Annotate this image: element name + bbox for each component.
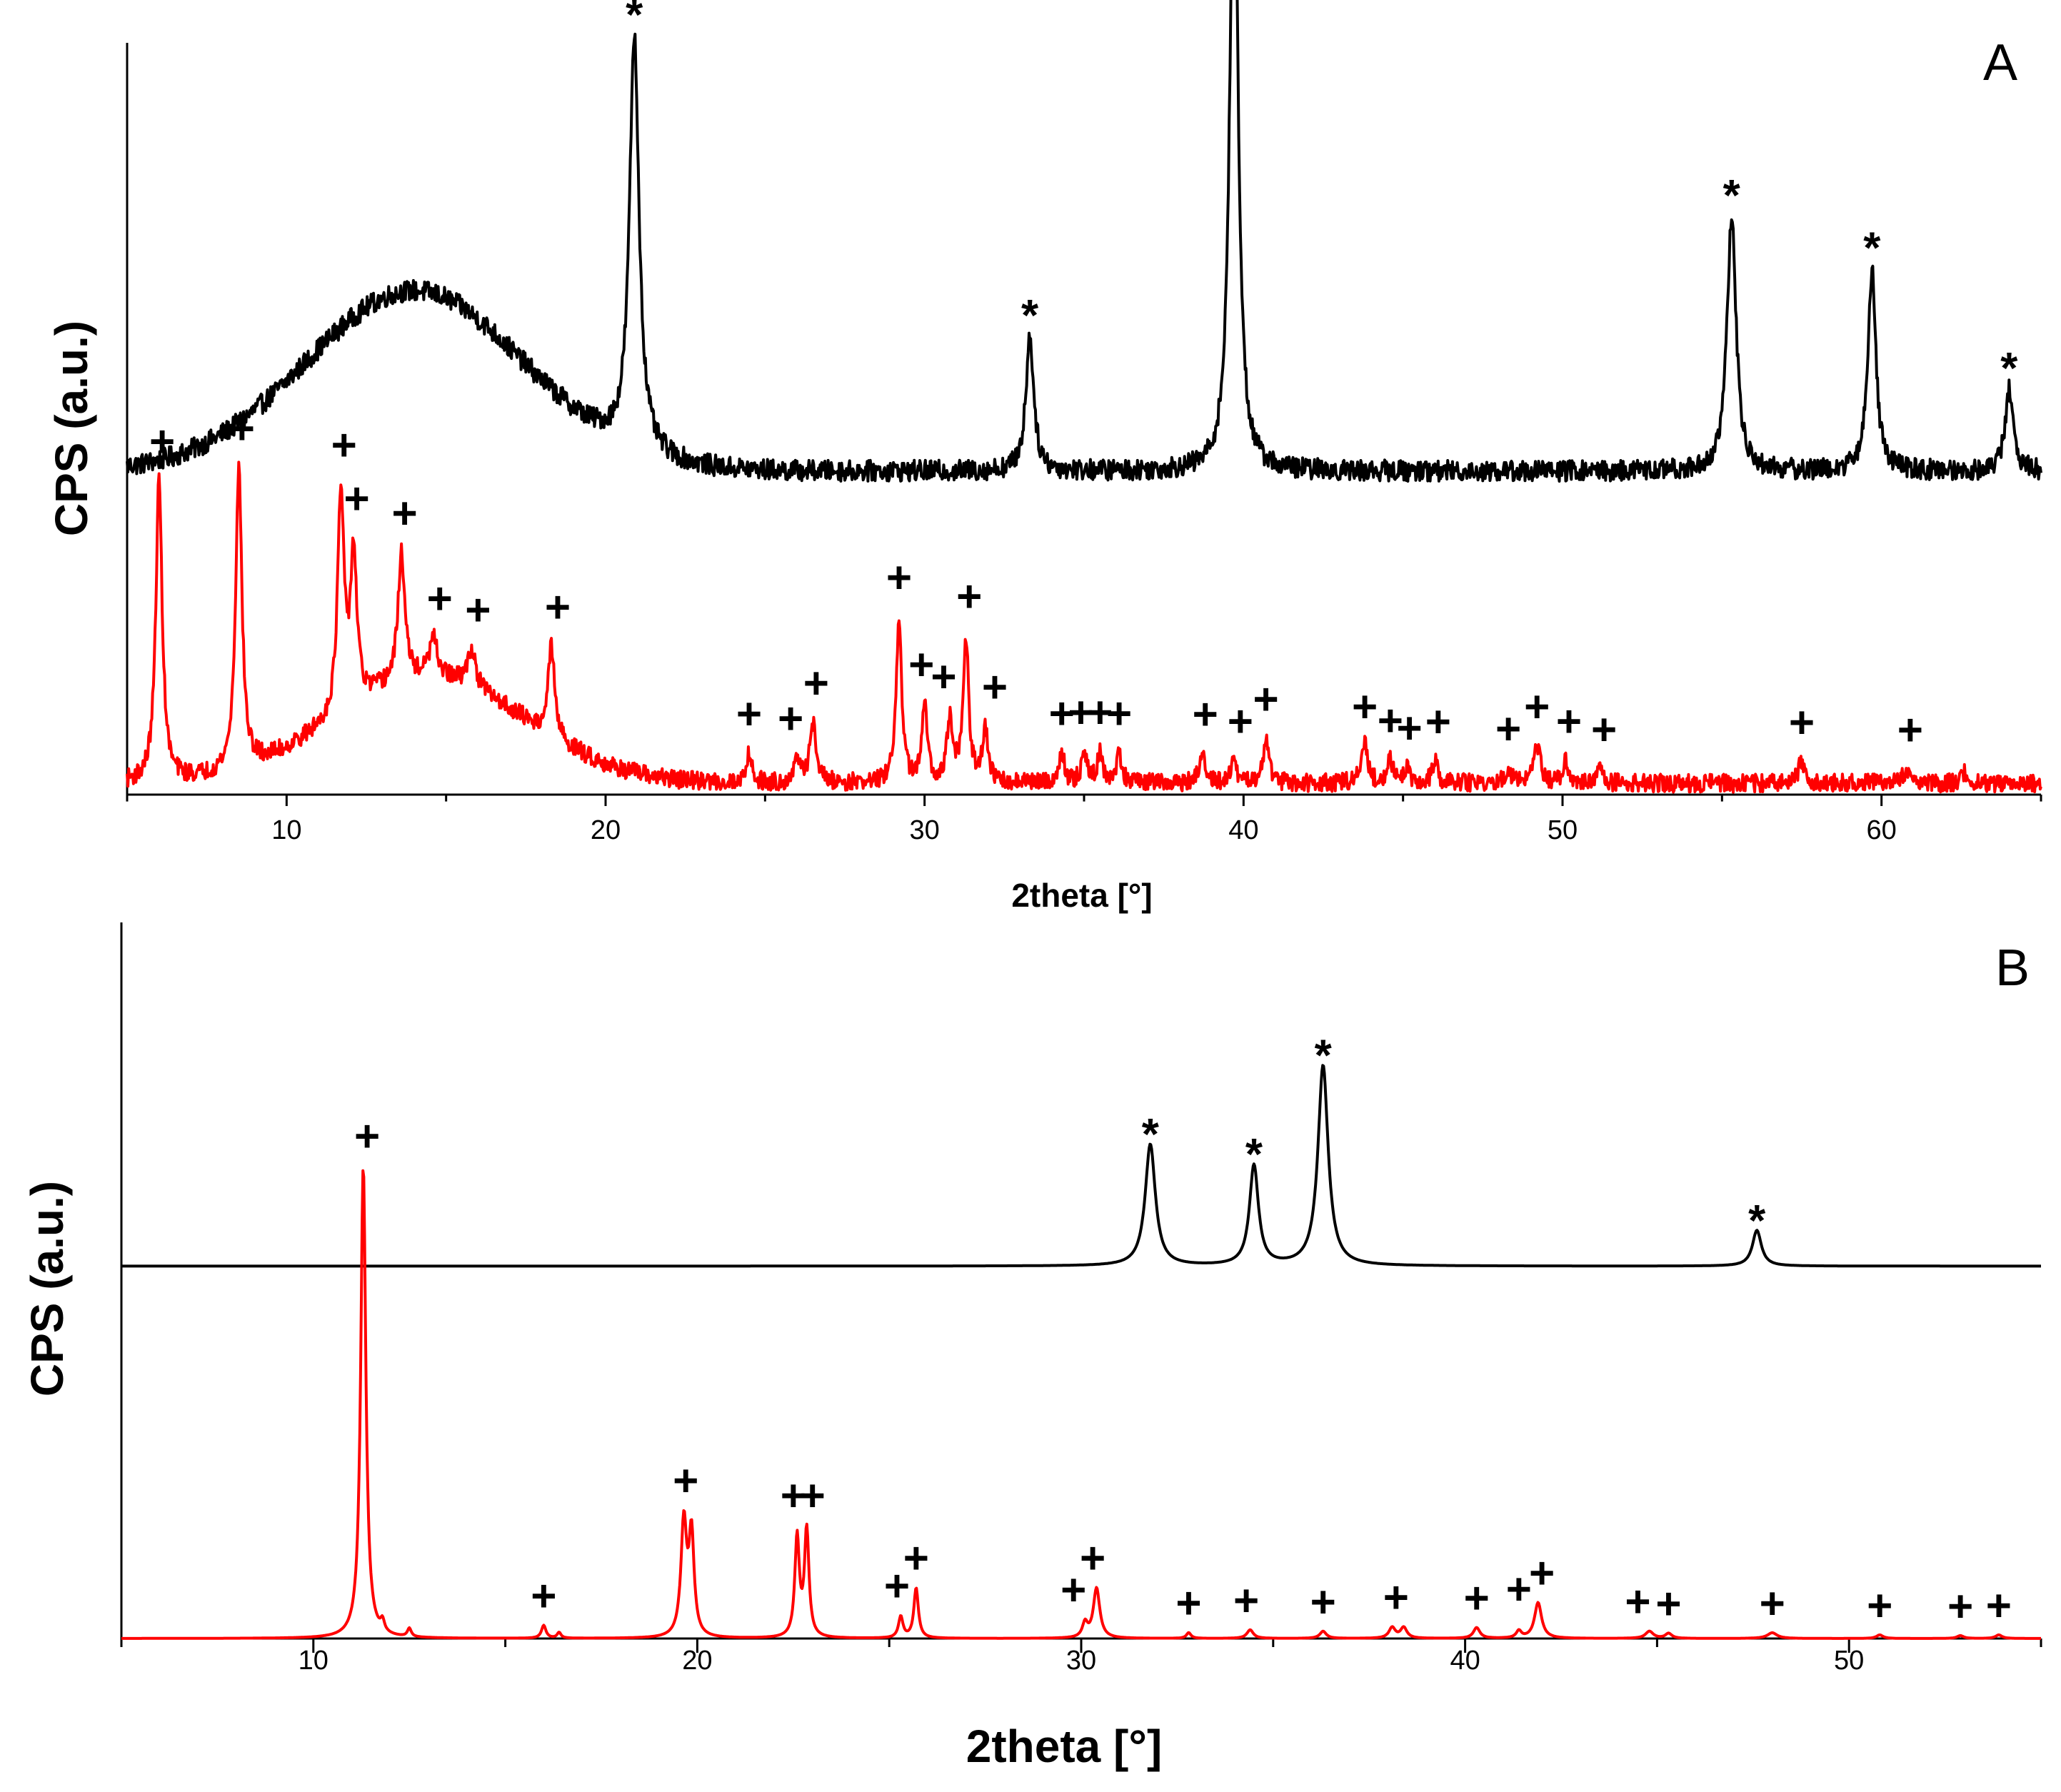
peak-marker-asterisk: *	[2000, 344, 2018, 393]
x-tick-label: 40	[1450, 1646, 1480, 1676]
peak-marker-asterisk: *	[1142, 1110, 1160, 1159]
peak-marker-plus: +	[1383, 1573, 1409, 1622]
peak-marker-plus: +	[1378, 697, 1403, 746]
peak-marker-plus: +	[886, 553, 912, 603]
x-tick-label: 40	[1228, 815, 1258, 845]
peak-marker-plus: +	[1087, 688, 1113, 738]
peak-marker-asterisk: *	[1863, 223, 1881, 273]
x-tick-label: 30	[1066, 1646, 1096, 1676]
peak-marker-plus: +	[903, 1534, 929, 1584]
peak-marker-plus: +	[1947, 1582, 1973, 1631]
peak-marker-plus: +	[465, 585, 491, 635]
peak-marker-plus: +	[531, 1571, 556, 1621]
peak-marker-plus: +	[1591, 705, 1617, 755]
panel-b: CPS (a.u.) B 2theta [°] 10 20 30 40 50* ***++…	[21, 922, 2042, 1772]
peak-marker-plus: +	[1425, 698, 1451, 747]
panel-b-y-axis-title: CPS (a.u.)	[21, 1181, 73, 1396]
peak-marker-asterisk: *	[626, 0, 643, 40]
peak-marker-plus: +	[1556, 698, 1582, 747]
panel-a-black-pattern-line	[126, 0, 2042, 483]
peak-marker-plus: +	[956, 572, 982, 621]
peak-marker-asterisk: *	[1723, 171, 1741, 221]
peak-marker-plus: +	[1049, 689, 1075, 738]
peak-marker-asterisk: *	[1315, 1032, 1333, 1081]
peak-marker-plus: +	[1233, 1576, 1259, 1626]
peak-marker-plus: +	[427, 574, 453, 623]
x-tick-label: 30	[910, 815, 940, 845]
peak-marker-plus: +	[1986, 1581, 2012, 1631]
peak-marker-plus: +	[1060, 1566, 1086, 1615]
peak-marker-plus: +	[884, 1561, 910, 1611]
peak-marker-plus: +	[1760, 1579, 1785, 1629]
x-tick-label: 10	[299, 1646, 329, 1676]
panel-a: CPS (a.u.) A 2theta [°] 10 20 30 40 50 60 * * * *…	[46, 0, 2042, 914]
peak-marker-plus: +	[344, 474, 369, 523]
peak-marker-plus: +	[1495, 705, 1521, 754]
panel-a-red-pattern-line	[126, 460, 2042, 794]
peak-marker-plus: +	[1175, 1579, 1201, 1629]
peak-marker-plus: +	[331, 421, 357, 470]
peak-marker-plus: +	[736, 690, 762, 739]
peak-marker-plus: +	[1080, 1534, 1105, 1583]
peak-marker-plus: +	[1524, 683, 1550, 732]
x-tick-label: 50	[1834, 1646, 1864, 1676]
peak-marker-plus: +	[1352, 683, 1378, 732]
x-tick-label: 20	[591, 815, 621, 845]
peak-marker-asterisk: *	[1748, 1197, 1766, 1246]
peak-marker-plus: +	[778, 694, 803, 743]
peak-marker-plus: +	[1625, 1578, 1650, 1627]
peak-marker-asterisk: *	[1021, 291, 1039, 341]
peak-marker-plus: +	[673, 1456, 698, 1506]
peak-marker-plus: +	[1464, 1574, 1490, 1624]
panel-b-red-pattern-line	[121, 1169, 2042, 1640]
panel-b-x-axis-title: 2theta [°]	[966, 1721, 1163, 1772]
peak-marker-plus: +	[1506, 1565, 1532, 1614]
peak-marker-plus: +	[1867, 1581, 1892, 1631]
peak-marker-plus: +	[982, 663, 1008, 713]
x-tick-label: 60	[1867, 815, 1897, 845]
peak-marker-plus: +	[1193, 690, 1218, 740]
peak-marker-plus: +	[1897, 705, 1923, 755]
x-tick-label: 50	[1548, 815, 1578, 845]
peak-marker-plus: +	[781, 1471, 806, 1521]
x-tick-label: 20	[682, 1646, 712, 1676]
peak-marker-plus: +	[803, 659, 829, 708]
peak-marker-plus: +	[1655, 1579, 1681, 1629]
peak-marker-plus: +	[1529, 1549, 1555, 1598]
x-tick-label: 10	[271, 815, 301, 845]
panel-a-x-axis-title: 2theta [°]	[1011, 877, 1152, 914]
panel-b-label: B	[1995, 940, 2030, 997]
peak-marker-plus: +	[931, 653, 956, 702]
peak-marker-plus: +	[545, 583, 571, 632]
peak-marker-plus: +	[800, 1471, 826, 1521]
peak-marker-plus: +	[1253, 675, 1278, 725]
panel-a-y-axis-title: CPS (a.u.)	[46, 321, 97, 536]
peak-marker-plus: +	[1789, 698, 1815, 747]
peak-marker-plus: +	[354, 1112, 380, 1162]
peak-marker-plus: +	[391, 489, 417, 538]
panel-a-label: A	[1983, 34, 2017, 91]
peak-marker-plus: +	[1068, 688, 1093, 738]
peak-marker-plus: +	[149, 417, 175, 466]
peak-marker-plus: +	[1310, 1578, 1336, 1627]
peak-marker-plus: +	[1396, 704, 1422, 753]
panel-b-black-pattern-line	[121, 1064, 2042, 1268]
peak-marker-asterisk: *	[1245, 1130, 1263, 1179]
peak-marker-plus: +	[1106, 689, 1132, 738]
peak-marker-plus: +	[908, 640, 934, 690]
peak-marker-plus: +	[229, 405, 255, 454]
peak-marker-plus: +	[1228, 698, 1253, 747]
